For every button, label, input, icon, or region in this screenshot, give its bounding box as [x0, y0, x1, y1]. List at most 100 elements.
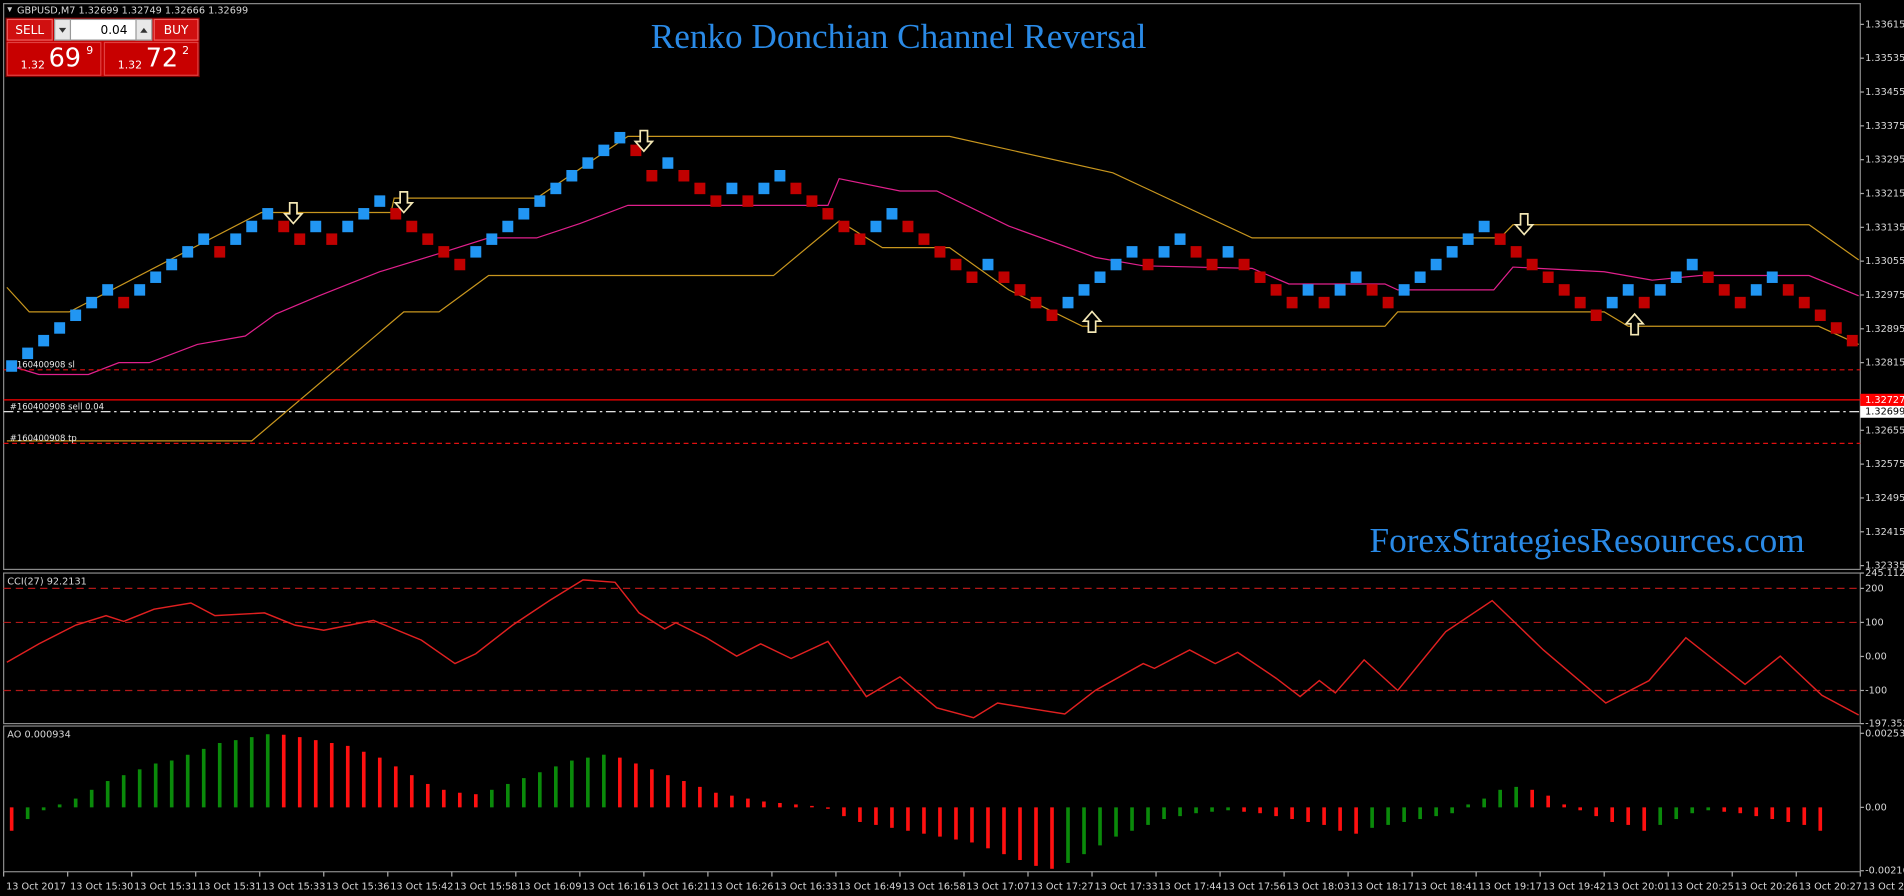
x-tick-label: 13 Oct 16:21: [646, 881, 709, 892]
y-tick-label: 100: [1865, 617, 1884, 628]
renko-brick: [550, 182, 562, 195]
renko-brick: [1750, 284, 1762, 296]
x-tick-label: 13 Oct 16:33: [774, 881, 837, 892]
x-tick-label: 13 Oct 15:31: [198, 881, 261, 892]
renko-brick: [454, 258, 466, 271]
signal-arrow: [1624, 312, 1645, 336]
channel-line: [6, 178, 1859, 376]
renko-brick: [230, 233, 242, 245]
bid-fraction: 9: [86, 44, 93, 57]
buy-button[interactable]: [153, 18, 199, 41]
x-tick-label: 13 Oct 17:07: [966, 881, 1029, 892]
buy-label: BUY: [164, 23, 189, 37]
renko-brick: [1478, 220, 1490, 233]
renko-brick: [1254, 271, 1266, 283]
renko-brick: [1190, 246, 1202, 258]
y-tick-label: -100: [1865, 685, 1887, 696]
ao-title: AO 0.000934: [7, 730, 71, 741]
renko-brick: [918, 233, 930, 245]
renko-brick: [1446, 246, 1458, 258]
x-tick-label: 13 Oct 20:26: [1735, 881, 1798, 892]
y-tick-label: 1.32655: [1865, 425, 1904, 436]
renko-brick: [886, 208, 898, 220]
x-tick-label: 13 Oct 17:27: [1030, 881, 1093, 892]
y-tick-label: 1.33455: [1865, 87, 1904, 98]
renko-brick: [982, 258, 994, 271]
signal-arrow: [1513, 213, 1535, 236]
signal-arrow: [633, 129, 655, 153]
y-tick-label: 1.32415: [1865, 527, 1904, 538]
renko-brick: [1174, 233, 1186, 245]
sell-button[interactable]: [6, 18, 53, 41]
renko-brick: [1846, 334, 1858, 347]
x-tick-label: 13 Oct 17:44: [1158, 881, 1221, 892]
renko-brick: [342, 220, 354, 233]
renko-brick: [1414, 271, 1426, 283]
y-tick-label: 1.33375: [1865, 121, 1904, 132]
symbol-header: GBPUSD,M7 1.32699 1.32749 1.32666 1.3269…: [17, 5, 248, 16]
renko-brick: [694, 182, 706, 195]
y-tick-label: 1.33295: [1865, 155, 1904, 166]
renko-brick: [726, 182, 738, 195]
order-label: #160400908 tp: [10, 434, 77, 444]
bid-pips: 69: [49, 43, 81, 73]
renko-brick: [182, 246, 194, 258]
x-tick-label: 13 Oct 20:25: [1671, 881, 1734, 892]
renko-brick: [54, 322, 66, 334]
x-tick-label: 13 Oct 19:42: [1543, 881, 1606, 892]
x-tick-label: 13 Oct 2017: [6, 881, 66, 892]
renko-brick: [1334, 284, 1346, 296]
y-tick-label: 1.32975: [1865, 290, 1904, 301]
plot-layer: 1.33615 1.33535 1.33455 1.33375 1.33295 1.332…: [3, 19, 1904, 892]
renko-brick: [134, 284, 146, 296]
order-label: #160400908 sl: [10, 360, 75, 370]
channel-line: [6, 135, 1860, 313]
renko-brick: [1718, 284, 1730, 296]
ask-pips: 72: [146, 43, 178, 73]
renko-brick: [1830, 322, 1842, 334]
signal-arrow: [282, 202, 304, 225]
y-tick-label: 0.002531: [1865, 728, 1904, 739]
renko-brick: [1158, 246, 1170, 258]
x-tick-label: 13 Oct 15:36: [326, 881, 389, 892]
bid-box[interactable]: [6, 41, 102, 76]
renko-brick: [1702, 271, 1714, 283]
one-click-panel: SELL 0.04 BUY 1.32 69 9 1.32 72 2: [5, 17, 200, 78]
renko-brick: [38, 334, 50, 347]
renko-brick: [1590, 309, 1602, 322]
y-tick-label: -0.002167: [1865, 866, 1904, 877]
x-tick-label: 13 Oct 16:49: [838, 881, 901, 892]
renko-brick: [438, 246, 450, 258]
renko-brick: [1014, 284, 1026, 296]
x-tick-label: 13 Oct 18:03: [1287, 881, 1350, 892]
renko-brick: [374, 195, 386, 207]
renko-brick: [630, 144, 642, 157]
x-tick-label: 13 Oct 17:33: [1094, 881, 1157, 892]
renko-brick: [502, 220, 514, 233]
renko-brick: [1222, 246, 1234, 258]
signal-arrow: [393, 191, 415, 214]
renko-brick: [166, 258, 178, 271]
renko-brick: [1686, 258, 1698, 271]
y-tick-label: 1.32575: [1865, 459, 1904, 470]
x-tick-label: 13 Oct 16:58: [902, 881, 965, 892]
renko-brick: [1382, 296, 1394, 309]
lots-value: 0.04: [100, 23, 127, 37]
renko-brick: [1510, 246, 1522, 258]
renko-brick: [1046, 309, 1058, 322]
renko-brick: [150, 271, 162, 283]
ao-panel: [3, 725, 1861, 873]
x-tick-label: 13 Oct 16:26: [710, 881, 773, 892]
y-tick-label: 0.00: [1865, 802, 1887, 813]
cci-line: [6, 579, 1860, 719]
signal-arrow: [1081, 310, 1103, 333]
renko-brick: [326, 233, 338, 245]
x-tick-label: 13 Oct 15:31: [134, 881, 197, 892]
ask-box[interactable]: [103, 41, 199, 76]
collapse-icon[interactable]: [7, 7, 13, 13]
renko-brick: [534, 195, 546, 207]
ask-box-label: 1.32727: [1865, 395, 1904, 406]
renko-brick: [662, 157, 674, 169]
renko-brick: [102, 284, 114, 296]
